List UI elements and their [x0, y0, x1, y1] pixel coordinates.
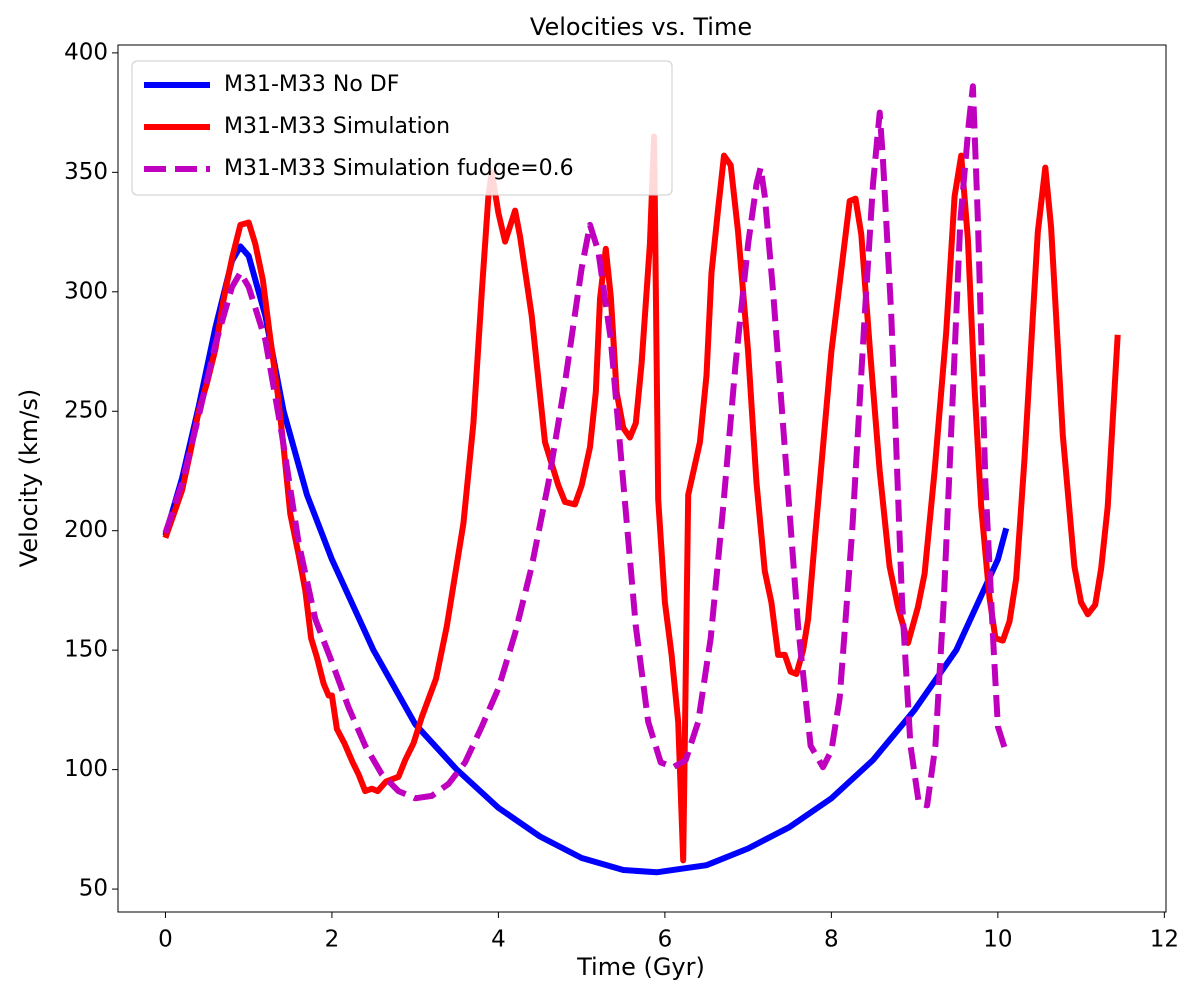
y-tick-label: 100 — [64, 756, 108, 782]
y-tick-label: 300 — [64, 278, 108, 304]
x-tick-label: 2 — [325, 927, 340, 953]
x-tick-label: 6 — [658, 927, 673, 953]
plot-frame — [117, 44, 1167, 913]
y-tick-label: 50 — [79, 876, 108, 902]
series-line — [162, 133, 1121, 864]
chart-title: Velocities vs. Time — [530, 13, 752, 41]
series-line — [162, 83, 1010, 809]
legend-label: M31-M33 No DF — [224, 72, 399, 97]
legend-label: M31-M33 Simulation — [224, 114, 450, 139]
x-tick-label: 8 — [824, 927, 839, 953]
y-axis-label: Velocity (km/s) — [15, 389, 43, 567]
legend: M31-M33 No DF M31-M33 Simulation M31-M33 S… — [131, 60, 673, 196]
x-tick-label: 4 — [491, 927, 506, 953]
series-line — [162, 243, 1010, 876]
x-tick-label: 12 — [1150, 927, 1179, 953]
x-axis-label: Time (Gyr) — [576, 953, 705, 981]
x-tick-label: 0 — [158, 927, 173, 953]
y-tick-label: 400 — [64, 39, 108, 65]
y-tick-label: 200 — [64, 517, 108, 543]
legend-frame — [131, 60, 673, 196]
y-tick-label: 150 — [64, 637, 108, 663]
y-tick-label: 250 — [64, 398, 108, 424]
legend-label: M31-M33 Simulation fudge=0.6 — [224, 156, 574, 181]
x-tick-label: 10 — [983, 927, 1012, 953]
y-tick-label: 350 — [64, 159, 108, 185]
